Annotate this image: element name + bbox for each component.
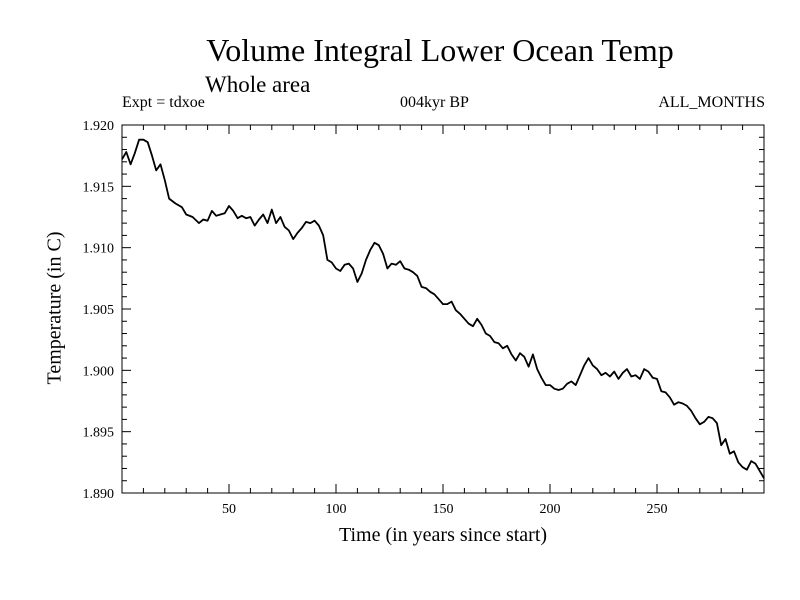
months-label: ALL_MONTHS: [658, 94, 765, 111]
y-tick-label: 1.900: [83, 364, 115, 379]
y-tick-label: 1.910: [83, 242, 115, 257]
y-tick-label: 1.915: [83, 180, 115, 195]
y-tick-label: 1.905: [83, 303, 115, 318]
x-tick-label: 200: [540, 502, 561, 517]
x-tick-label: 250: [647, 502, 668, 517]
y-tick-label: 1.920: [83, 119, 115, 134]
y-tick-label: 1.895: [83, 426, 115, 441]
plot-frame: [121, 124, 765, 494]
period-label: 004kyr BP: [400, 94, 469, 111]
y-tick-label: 1.890: [83, 487, 115, 502]
temperature-series-line: [121, 138, 765, 479]
chart-subtitle: Whole area: [205, 72, 311, 97]
x-axis-label: Time (in years since start): [338, 524, 548, 546]
x-tick-label: 50: [222, 502, 236, 517]
chart-title: Volume Integral Lower Ocean Temp: [206, 32, 674, 68]
x-tick-label: 150: [433, 502, 454, 517]
x-tick-label: 100: [326, 502, 347, 517]
experiment-label: Expt = tdxoe: [122, 94, 205, 111]
